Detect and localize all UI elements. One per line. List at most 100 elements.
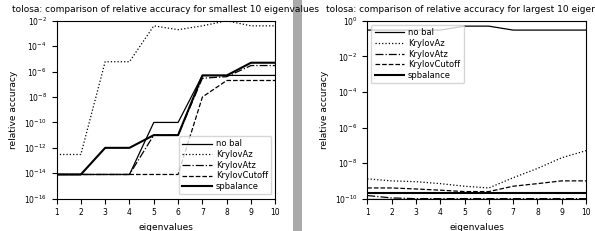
KrylovAtz bbox=[77, 173, 84, 176]
KrylovCutoff bbox=[199, 96, 206, 98]
X-axis label: eigenvalues: eigenvalues bbox=[449, 223, 504, 231]
spbalance bbox=[174, 134, 181, 137]
KrylovAz bbox=[174, 28, 181, 31]
KrylovAz bbox=[102, 60, 109, 63]
KrylovAz bbox=[53, 153, 60, 156]
KrylovAtz bbox=[53, 173, 60, 176]
KrylovCutoff bbox=[583, 179, 590, 182]
KrylovCutoff bbox=[461, 190, 468, 193]
KrylovAtz bbox=[583, 197, 590, 200]
Title: tolosa: comparison of relative accuracy for largest 10 eigenvalues: tolosa: comparison of relative accuracy … bbox=[327, 6, 595, 15]
KrylovAz bbox=[150, 24, 157, 27]
spbalance bbox=[364, 192, 371, 195]
KrylovAtz bbox=[150, 134, 157, 137]
KrylovAz bbox=[388, 179, 395, 182]
KrylovCutoff bbox=[364, 187, 371, 189]
no bal bbox=[486, 25, 493, 27]
no bal bbox=[461, 25, 468, 27]
no bal bbox=[199, 74, 206, 77]
Y-axis label: relative accuracy: relative accuracy bbox=[320, 71, 329, 149]
KrylovCutoff bbox=[174, 173, 181, 176]
KrylovAtz bbox=[364, 194, 371, 197]
no bal bbox=[583, 29, 590, 31]
spbalance bbox=[534, 192, 541, 195]
KrylovCutoff bbox=[223, 79, 230, 82]
spbalance bbox=[558, 192, 565, 195]
Legend: no bal, KrylovAz, KrylovAtz, KrylovCutoff, spbalance: no bal, KrylovAz, KrylovAtz, KrylovCutof… bbox=[371, 25, 464, 83]
spbalance bbox=[150, 134, 157, 137]
KrylovAtz bbox=[248, 64, 255, 67]
KrylovCutoff bbox=[486, 190, 493, 193]
spbalance bbox=[223, 74, 230, 77]
spbalance bbox=[461, 192, 468, 195]
KrylovAz bbox=[199, 24, 206, 27]
KrylovAz bbox=[272, 24, 279, 27]
KrylovAtz bbox=[199, 77, 206, 80]
KrylovAz bbox=[583, 149, 590, 152]
spbalance bbox=[388, 192, 395, 195]
KrylovAtz bbox=[534, 197, 541, 200]
KrylovCutoff bbox=[388, 187, 395, 189]
no bal bbox=[272, 74, 279, 77]
no bal bbox=[364, 29, 371, 31]
KrylovAtz bbox=[388, 197, 395, 199]
no bal bbox=[53, 173, 60, 176]
KrylovAtz bbox=[486, 197, 493, 200]
Line: KrylovAtz: KrylovAtz bbox=[57, 66, 275, 174]
Legend: no bal, KrylovAz, KrylovAtz, KrylovCutoff, spbalance: no bal, KrylovAz, KrylovAtz, KrylovCutof… bbox=[179, 136, 271, 195]
no bal bbox=[126, 173, 133, 176]
KrylovCutoff bbox=[150, 173, 157, 176]
KrylovAz bbox=[364, 177, 371, 180]
KrylovAz bbox=[558, 156, 565, 159]
KrylovCutoff bbox=[126, 173, 133, 176]
KrylovAtz bbox=[509, 197, 516, 200]
Line: KrylovAtz: KrylovAtz bbox=[367, 195, 586, 199]
no bal bbox=[248, 74, 255, 77]
spbalance bbox=[126, 146, 133, 149]
no bal bbox=[223, 74, 230, 77]
KrylovAtz bbox=[558, 197, 565, 200]
KrylovAz bbox=[509, 176, 516, 179]
KrylovCutoff bbox=[509, 185, 516, 188]
no bal bbox=[388, 29, 395, 31]
spbalance bbox=[248, 61, 255, 64]
no bal bbox=[412, 29, 419, 31]
KrylovCutoff bbox=[272, 79, 279, 82]
KrylovAtz bbox=[126, 173, 133, 176]
no bal bbox=[174, 121, 181, 124]
KrylovAz bbox=[534, 167, 541, 170]
spbalance bbox=[53, 173, 60, 176]
Title: tolosa: comparison of relative accuracy for smallest 10 eigenvalues: tolosa: comparison of relative accuracy … bbox=[12, 6, 320, 15]
KrylovAz bbox=[412, 180, 419, 183]
Line: KrylovCutoff: KrylovCutoff bbox=[367, 181, 586, 191]
Line: KrylovCutoff: KrylovCutoff bbox=[57, 80, 275, 174]
no bal bbox=[437, 29, 444, 31]
spbalance bbox=[509, 192, 516, 195]
spbalance bbox=[412, 192, 419, 195]
KrylovAtz bbox=[437, 197, 444, 200]
no bal bbox=[509, 29, 516, 31]
spbalance bbox=[583, 192, 590, 195]
KrylovAz bbox=[248, 24, 255, 27]
Line: no bal: no bal bbox=[57, 76, 275, 174]
KrylovAtz bbox=[461, 197, 468, 200]
KrylovAz bbox=[223, 19, 230, 22]
KrylovAtz bbox=[102, 173, 109, 176]
no bal bbox=[558, 29, 565, 31]
KrylovCutoff bbox=[437, 189, 444, 191]
no bal bbox=[102, 173, 109, 176]
KrylovCutoff bbox=[412, 188, 419, 190]
KrylovAz bbox=[486, 187, 493, 189]
KrylovAtz bbox=[272, 64, 279, 67]
KrylovAz bbox=[77, 153, 84, 156]
Line: no bal: no bal bbox=[367, 26, 586, 30]
KrylovAtz bbox=[223, 75, 230, 78]
no bal bbox=[534, 29, 541, 31]
Line: KrylovAz: KrylovAz bbox=[57, 21, 275, 155]
no bal bbox=[150, 121, 157, 124]
Line: KrylovAz: KrylovAz bbox=[367, 151, 586, 188]
X-axis label: eigenvalues: eigenvalues bbox=[139, 223, 193, 231]
KrylovAtz bbox=[174, 134, 181, 137]
KrylovCutoff bbox=[558, 179, 565, 182]
Y-axis label: relative accuracy: relative accuracy bbox=[10, 71, 18, 149]
